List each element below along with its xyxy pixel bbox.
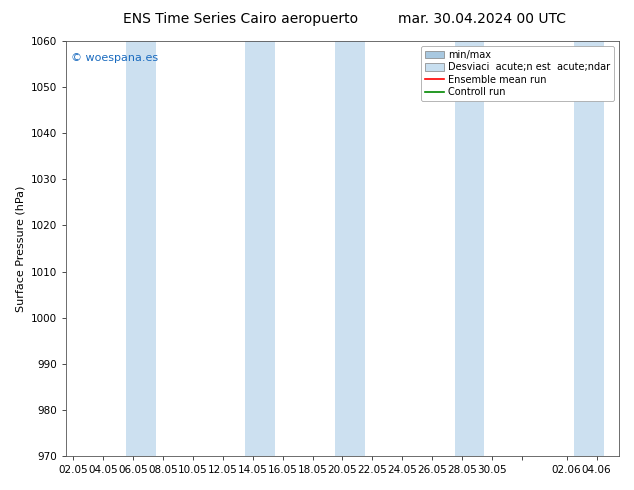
Text: © woespana.es: © woespana.es (72, 53, 158, 64)
Bar (455, 41, 484, 456)
Text: mar. 30.04.2024 00 UTC: mar. 30.04.2024 00 UTC (398, 12, 566, 26)
Legend: min/max, Desviaci  acute;n est  acute;ndar, Ensemble mean run, Controll run: min/max, Desviaci acute;n est acute;ndar… (421, 46, 614, 101)
Y-axis label: Surface Pressure (hPa): Surface Pressure (hPa) (15, 185, 25, 312)
Bar (574, 41, 604, 456)
Bar (126, 41, 155, 456)
Bar (245, 41, 275, 456)
Text: ENS Time Series Cairo aeropuerto: ENS Time Series Cairo aeropuerto (124, 12, 358, 26)
Bar (335, 41, 365, 456)
